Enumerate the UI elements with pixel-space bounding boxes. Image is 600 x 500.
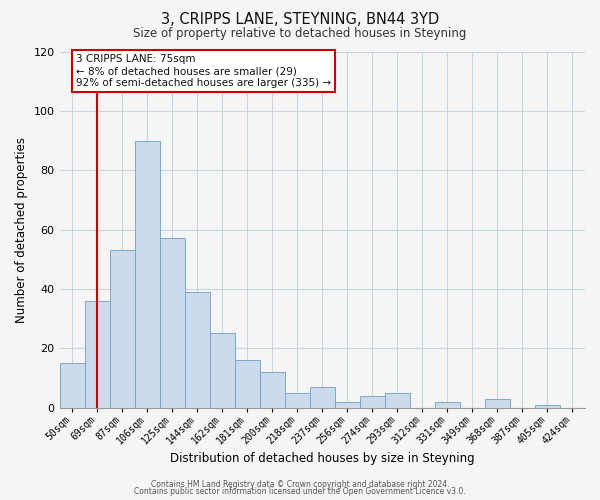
Bar — [285, 392, 310, 407]
Bar — [535, 404, 560, 407]
Text: Contains HM Land Registry data © Crown copyright and database right 2024.: Contains HM Land Registry data © Crown c… — [151, 480, 449, 489]
Y-axis label: Number of detached properties: Number of detached properties — [15, 136, 28, 322]
Bar — [385, 392, 410, 407]
Bar — [435, 402, 460, 407]
Bar — [485, 398, 510, 407]
Bar — [160, 238, 185, 408]
Bar — [209, 334, 235, 407]
Text: 3 CRIPPS LANE: 75sqm
← 8% of detached houses are smaller (29)
92% of semi-detach: 3 CRIPPS LANE: 75sqm ← 8% of detached ho… — [76, 54, 331, 88]
Bar — [59, 363, 85, 408]
Text: 3, CRIPPS LANE, STEYNING, BN44 3YD: 3, CRIPPS LANE, STEYNING, BN44 3YD — [161, 12, 439, 28]
Bar — [260, 372, 285, 408]
Bar — [85, 300, 110, 408]
Text: Contains public sector information licensed under the Open Government Licence v3: Contains public sector information licen… — [134, 488, 466, 496]
Bar — [185, 292, 209, 408]
Bar — [335, 402, 360, 407]
X-axis label: Distribution of detached houses by size in Steyning: Distribution of detached houses by size … — [170, 452, 475, 465]
Bar — [235, 360, 260, 408]
Bar — [310, 386, 335, 407]
Text: Size of property relative to detached houses in Steyning: Size of property relative to detached ho… — [133, 28, 467, 40]
Bar — [110, 250, 134, 408]
Bar — [134, 140, 160, 407]
Bar — [360, 396, 385, 407]
